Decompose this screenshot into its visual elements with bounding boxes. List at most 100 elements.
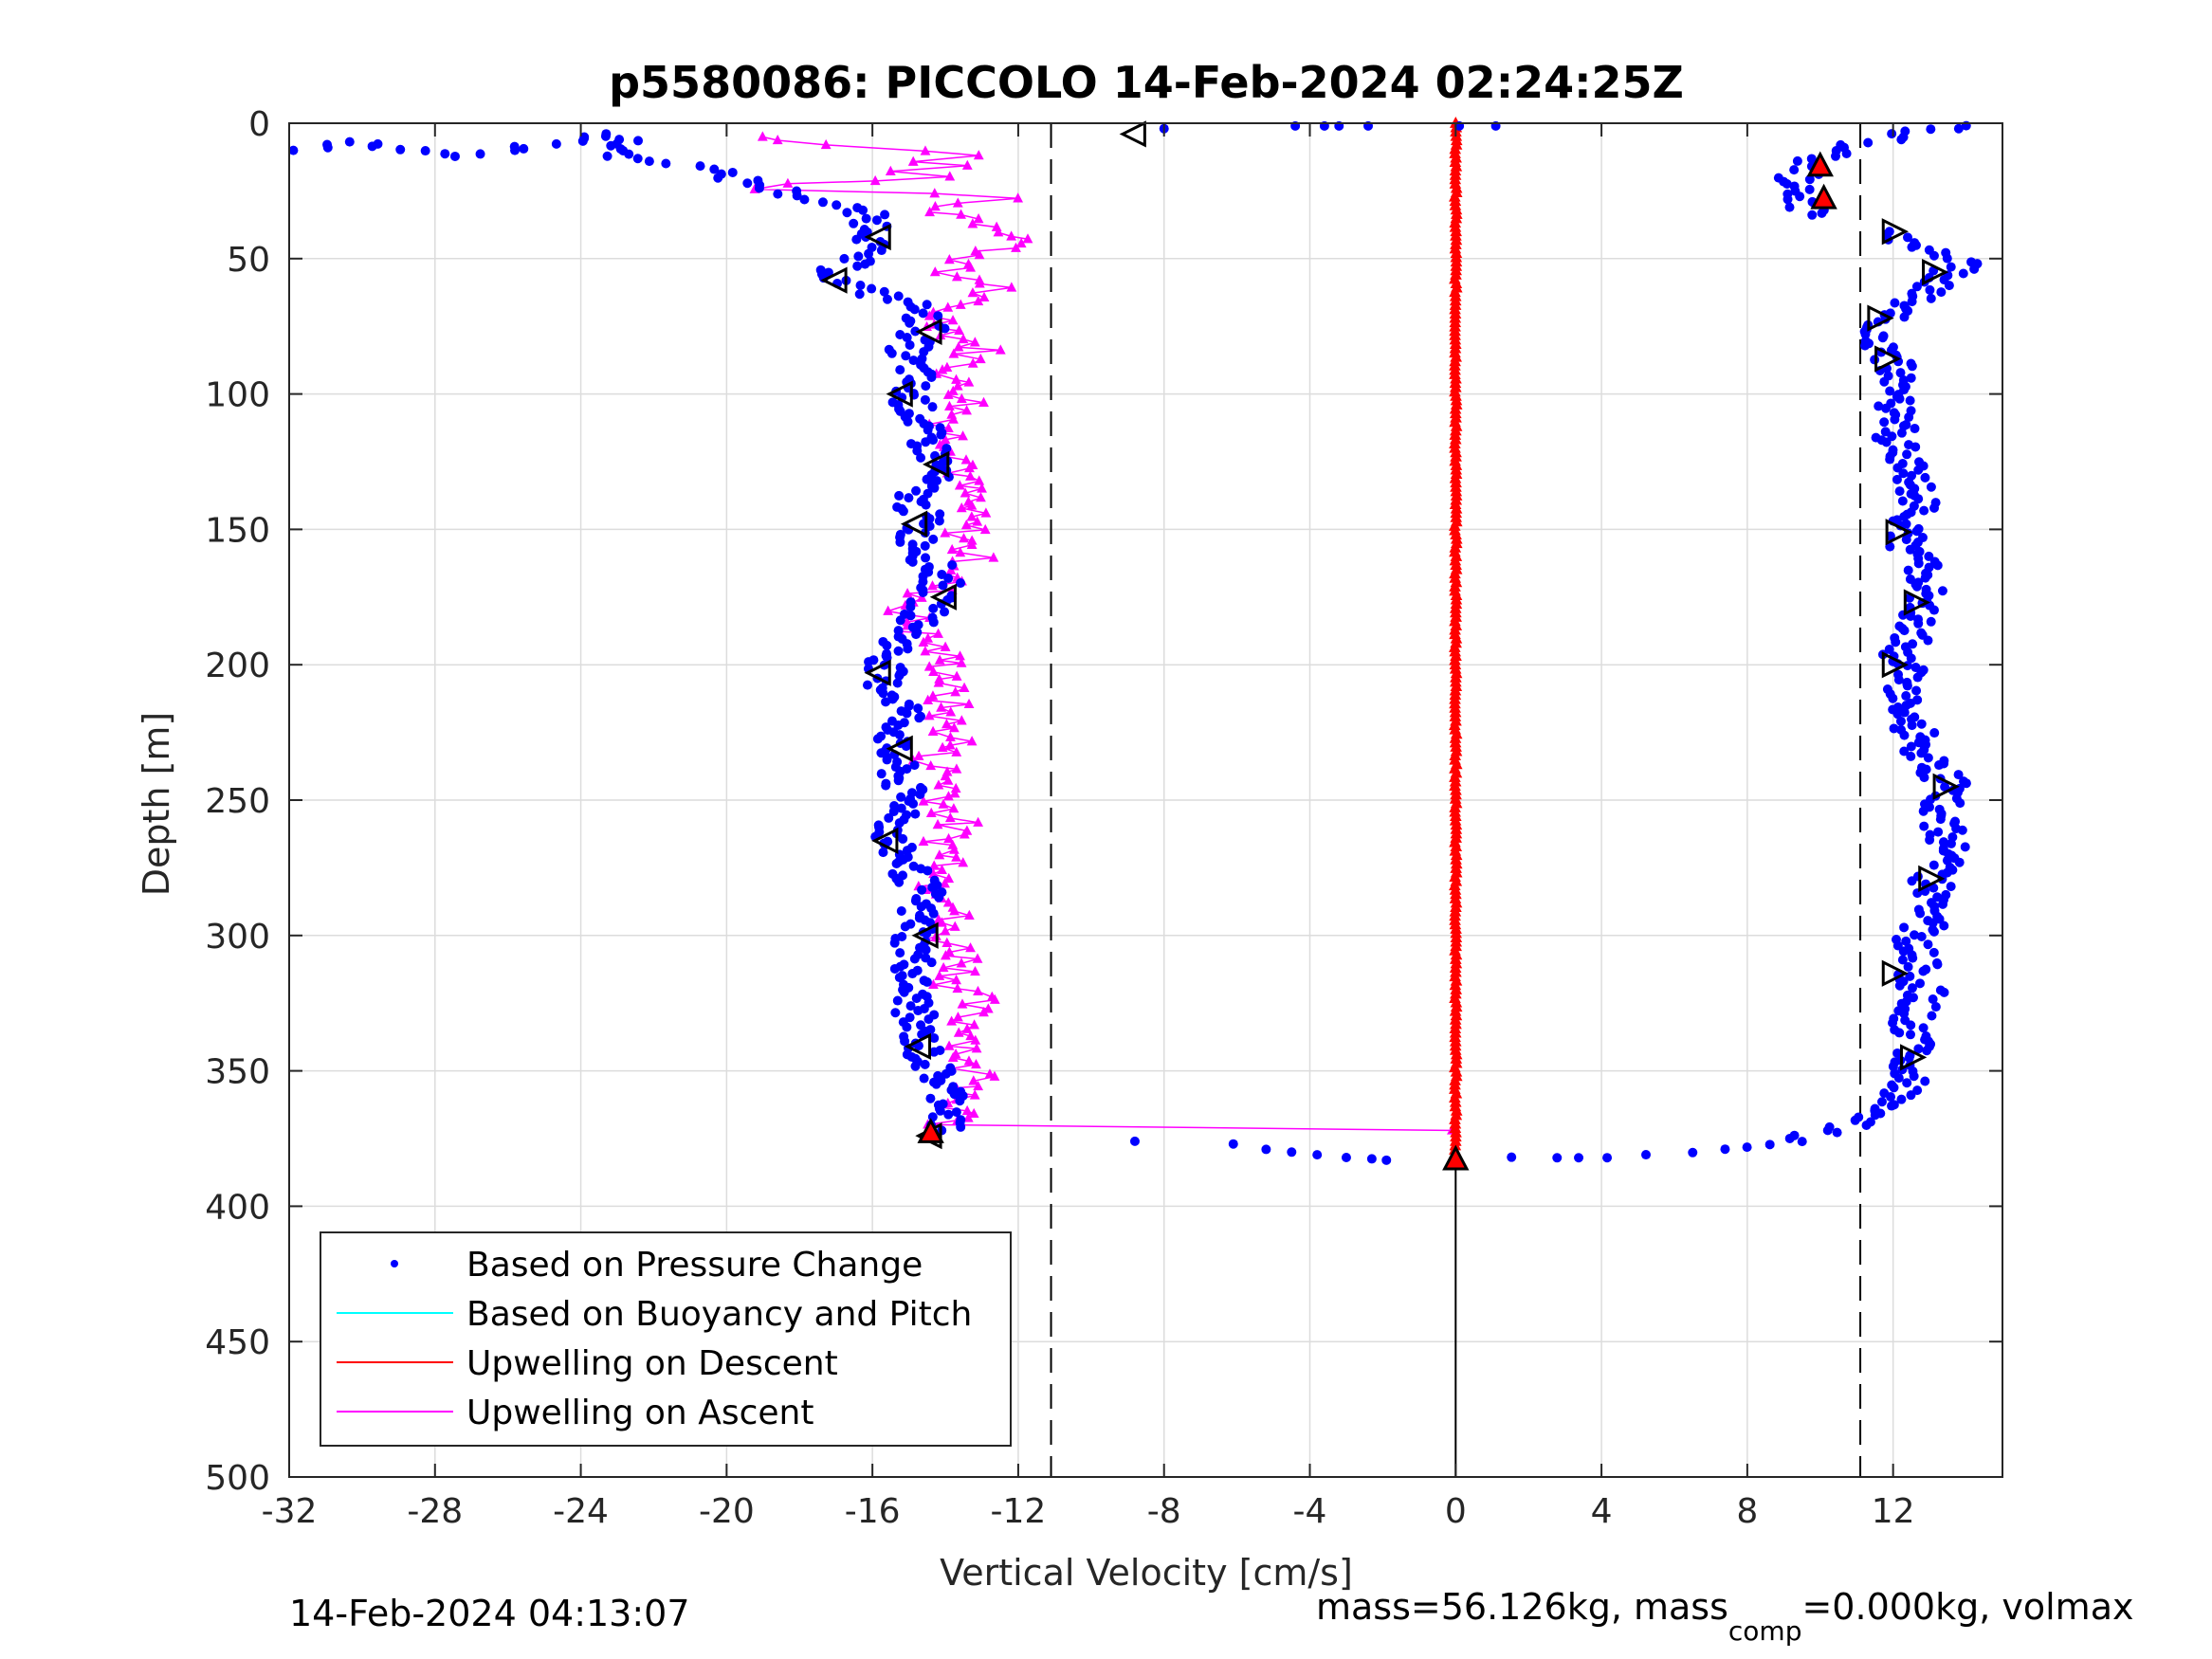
ascent-upwelling-marker	[948, 803, 960, 813]
ascent-upwelling-marker	[944, 739, 956, 750]
pressure-change-point	[1936, 287, 1947, 298]
descent-upwelling-marker	[1449, 813, 1462, 826]
pressure-change-series	[288, 120, 1983, 1165]
ascent-upwelling-marker	[928, 867, 939, 879]
x-tick-label: -16	[845, 1492, 901, 1531]
pressure-change-point	[1940, 781, 1950, 792]
pressure-change-point	[928, 617, 939, 628]
ascent-upwelling-marker	[925, 807, 937, 818]
descent-upwelling-marker	[1449, 554, 1462, 566]
ascent-upwelling-marker	[925, 759, 937, 771]
pressure-change-point	[900, 921, 910, 932]
pressure-change-point	[1912, 695, 1923, 705]
ascent-upwelling-marker	[1015, 237, 1027, 248]
ascent-upwelling-marker	[952, 982, 963, 994]
pressure-change-point	[892, 995, 903, 1006]
pressure-change-point	[915, 789, 925, 799]
descent-upwelling-marker	[1449, 645, 1462, 657]
pressure-change-point	[1900, 126, 1910, 137]
pressure-change-point	[1804, 184, 1815, 194]
ascent-upwelling-marker	[973, 985, 983, 996]
ascent-upwelling-marker	[942, 301, 954, 312]
ascent-upwelling-marker	[975, 353, 986, 364]
y-tick-label: 450	[205, 1323, 270, 1362]
pressure-change-point	[1914, 978, 1925, 989]
open-triangle-marker	[886, 735, 913, 762]
pressure-change-point	[1863, 137, 1874, 148]
pressure-change-point	[858, 205, 868, 215]
y-tick-label: 400	[205, 1188, 270, 1227]
pressure-change-point	[878, 848, 888, 858]
pressure-change-point	[934, 892, 944, 902]
filled-triangle-marker	[917, 1118, 944, 1143]
ascent-upwelling-marker	[955, 299, 966, 309]
pressure-change-point	[1904, 440, 1914, 450]
descent-upwelling-marker	[1449, 432, 1462, 445]
pressure-change-point	[1892, 474, 1902, 484]
pressure-change-point	[918, 587, 928, 597]
pressure-change-point	[920, 394, 930, 405]
reference-lines	[1050, 123, 1862, 1477]
ascent-upwelling-marker	[969, 1019, 979, 1030]
pressure-change-point	[799, 194, 810, 205]
pressure-change-point	[395, 144, 406, 155]
ascent-upwelling-marker	[960, 454, 972, 465]
pressure-change-point	[1860, 336, 1871, 346]
pressure-change-point	[1903, 565, 1913, 575]
pressure-change-point	[1899, 746, 1910, 757]
pressure-change-point	[1908, 639, 1918, 649]
ascent-upwelling-marker	[978, 291, 990, 302]
pressure-change-point	[1928, 994, 1938, 1004]
ascent-upwelling-marker	[970, 965, 980, 976]
ascent-upwelling-marker	[1013, 192, 1024, 203]
pressure-change-point	[1946, 262, 1956, 272]
descent-upwelling-marker	[1450, 680, 1463, 691]
pressure-change-point	[923, 425, 933, 435]
pressure-change-point	[1903, 232, 1913, 243]
ascent-upwelling-marker	[944, 171, 956, 181]
pressure-change-point	[1836, 139, 1846, 150]
pressure-change-point	[624, 149, 634, 159]
pressure-change-point	[633, 136, 644, 146]
descent-upwelling-marker	[1450, 1009, 1463, 1021]
y-tick-label: 250	[205, 782, 270, 821]
y-tick-label: 200	[205, 647, 270, 685]
pressure-change-point	[908, 798, 919, 809]
ascent-upwelling-marker	[966, 500, 978, 510]
pressure-change-point	[1871, 432, 1881, 443]
pressure-change-point	[1905, 1030, 1915, 1040]
pressure-change-point	[1938, 844, 1948, 854]
x-tick-label: -24	[553, 1492, 609, 1531]
pressure-change-point	[908, 356, 919, 366]
ascent-upwelling-marker	[934, 654, 945, 665]
ascent-upwelling-marker	[963, 376, 975, 387]
pressure-change-point	[1912, 871, 1923, 882]
pressure-change-point	[1924, 245, 1934, 255]
pressure-change-point	[929, 483, 940, 493]
ascent-upwelling-marker	[971, 1058, 981, 1069]
pressure-change-point	[904, 493, 914, 503]
pressure-change-point	[901, 351, 911, 361]
pressure-change-point	[896, 792, 906, 802]
pressure-change-point	[1906, 373, 1916, 383]
pressure-change-point	[1782, 189, 1793, 199]
pressure-change-point	[1888, 445, 1898, 455]
pressure-change-point	[880, 210, 890, 220]
pressure-change-point	[893, 646, 904, 656]
ascent-upwelling-marker	[940, 433, 951, 445]
ascent-upwelling-marker	[959, 682, 970, 692]
pressure-change-point	[1889, 1100, 1899, 1110]
ascent-upwelling-marker	[963, 698, 975, 709]
pressure-change-point	[1928, 924, 1938, 935]
open-triangle-marker	[864, 223, 891, 251]
pressure-change-point	[1926, 482, 1936, 492]
filled-triangle-marker	[1810, 183, 1837, 210]
pressure-change-point	[1312, 1150, 1323, 1160]
pressure-change-point	[1880, 427, 1891, 437]
ascent-upwelling-marker	[960, 519, 972, 530]
pressure-change-point	[1890, 1068, 1900, 1079]
pressure-change-point	[849, 218, 859, 228]
pressure-change-point	[475, 149, 485, 159]
pressure-change-point	[632, 154, 643, 164]
pressure-change-point	[893, 291, 904, 301]
